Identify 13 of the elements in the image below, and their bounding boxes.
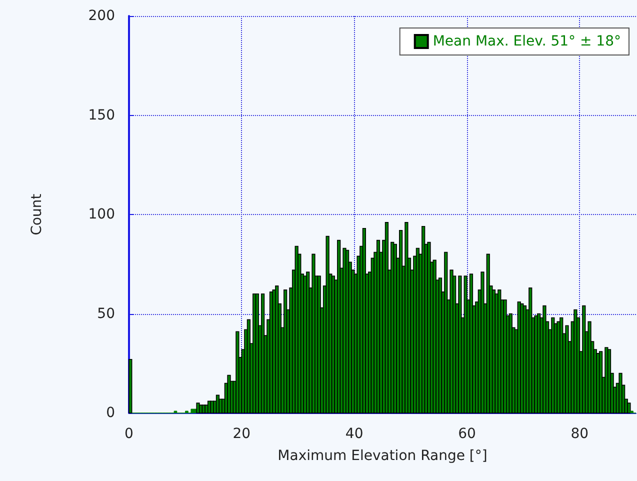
legend-label: Mean Max. Elev. 51° ± 18° xyxy=(432,34,622,50)
y-tick-label: 0 xyxy=(106,405,115,421)
x-tick-label: 20 xyxy=(232,426,251,442)
x-tick-label: 80 xyxy=(570,426,589,442)
y-tick-label: 200 xyxy=(88,8,115,24)
x-tick-label: 0 xyxy=(124,426,134,442)
x-axis-title: Maximum Elevation Range [°] xyxy=(278,448,488,464)
x-tick-label: 60 xyxy=(458,426,476,442)
y-tick-label: 100 xyxy=(88,206,115,222)
y-tick-label: 50 xyxy=(97,306,115,322)
y-tick-label: 150 xyxy=(88,107,115,124)
y-axis-title: Count xyxy=(29,193,45,236)
x-tick-label: 40 xyxy=(345,426,364,442)
